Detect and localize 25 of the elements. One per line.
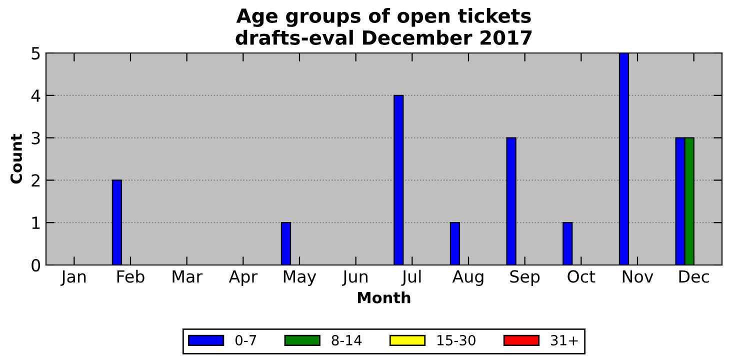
x-axis-title: Month (358, 292, 410, 304)
y-tick-label: 0 (32, 258, 40, 272)
x-tick-label: Dec (679, 270, 709, 283)
x-tick-label: Jan (60, 270, 86, 286)
y-tick-label: 4 (31, 90, 40, 102)
y-tick-label: 1 (32, 216, 40, 229)
legend-label: 0-7 (235, 334, 256, 346)
x-tick-label: Sep (510, 270, 540, 286)
y-tick-label: 2 (32, 174, 40, 187)
x-tick-label: Apr (228, 270, 258, 286)
x-tick-label: Feb (117, 270, 144, 283)
x-tick-label: Mar (172, 270, 203, 283)
x-tick-label: Nov (622, 270, 654, 283)
y-axis-title: Count (10, 134, 22, 184)
x-tick-label: Jul (401, 270, 421, 286)
x-tick-label: Jun (342, 270, 368, 286)
y-tick-label: 5 (32, 47, 40, 60)
legend-label: 8-14 (332, 334, 362, 346)
chart-title: Age groups of open tickets drafts-eval December 2017 (236, 8, 532, 45)
x-tick-label: May (284, 270, 316, 286)
x-tick-label: Oct (568, 270, 596, 283)
legend-label: 31+ (551, 334, 578, 346)
x-tick-label: Aug (452, 270, 484, 286)
y-tick-label: 3 (32, 132, 40, 144)
legend-label: 15-30 (438, 334, 476, 346)
